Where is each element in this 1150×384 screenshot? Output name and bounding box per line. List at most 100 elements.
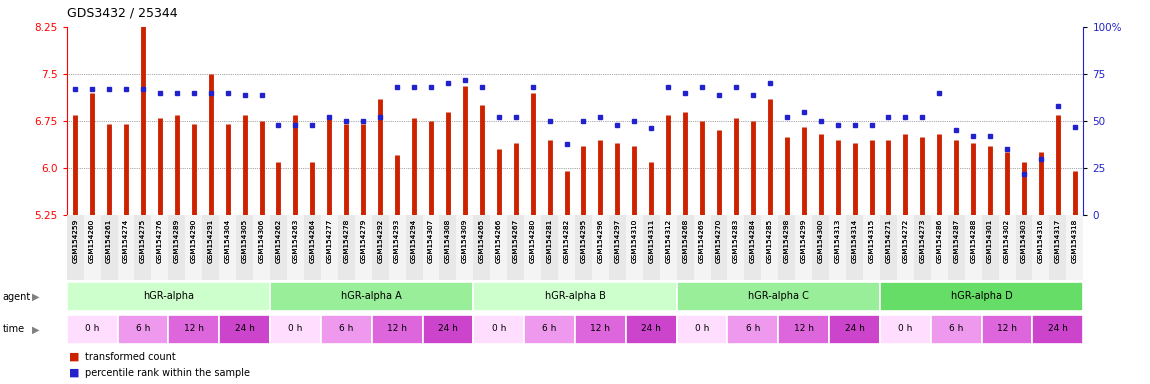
Bar <box>270 314 321 344</box>
Text: GSM154261: GSM154261 <box>106 218 112 263</box>
Text: GSM154264: GSM154264 <box>309 218 315 263</box>
Text: GSM154295: GSM154295 <box>581 218 586 263</box>
Bar <box>270 215 288 280</box>
Bar <box>1050 215 1066 280</box>
Text: GSM154304: GSM154304 <box>224 218 231 263</box>
Text: GSM154307: GSM154307 <box>428 218 434 263</box>
Bar <box>829 314 880 344</box>
Text: GSM154294: GSM154294 <box>411 218 417 263</box>
Text: GSM154266: GSM154266 <box>496 218 501 263</box>
Text: GSM154267: GSM154267 <box>513 218 519 263</box>
Text: GSM154274: GSM154274 <box>123 218 129 263</box>
Bar <box>592 215 608 280</box>
Text: GSM154292: GSM154292 <box>377 218 383 263</box>
Text: 24 h: 24 h <box>844 324 865 333</box>
Text: GSM154273: GSM154273 <box>919 218 926 263</box>
Text: 6 h: 6 h <box>745 324 760 333</box>
Text: agent: agent <box>2 291 31 302</box>
Text: GSM154287: GSM154287 <box>953 218 959 263</box>
Text: GSM154268: GSM154268 <box>682 218 688 263</box>
Bar <box>608 215 626 280</box>
Text: 12 h: 12 h <box>793 324 814 333</box>
Bar <box>389 215 406 280</box>
Text: 24 h: 24 h <box>438 324 458 333</box>
Bar <box>84 215 100 280</box>
Bar <box>422 215 439 280</box>
Text: GSM154293: GSM154293 <box>394 218 400 263</box>
Text: hGR-alpha A: hGR-alpha A <box>342 291 402 301</box>
Text: GSM154297: GSM154297 <box>614 218 620 263</box>
Text: GSM154286: GSM154286 <box>936 218 942 263</box>
Text: GSM154314: GSM154314 <box>851 218 858 263</box>
Text: GSM154313: GSM154313 <box>835 218 841 263</box>
Text: 6 h: 6 h <box>136 324 151 333</box>
Text: GSM154263: GSM154263 <box>292 218 299 263</box>
Text: 12 h: 12 h <box>184 324 204 333</box>
Text: GSM154309: GSM154309 <box>462 218 468 263</box>
Text: GSM154271: GSM154271 <box>886 218 891 263</box>
Bar <box>660 215 676 280</box>
Bar <box>168 314 220 344</box>
Bar <box>490 215 507 280</box>
Text: GSM154305: GSM154305 <box>242 218 247 263</box>
Bar <box>558 215 575 280</box>
Text: GSM154313: GSM154313 <box>835 218 841 263</box>
Text: GSM154301: GSM154301 <box>987 218 994 263</box>
Text: 0 h: 0 h <box>695 324 710 333</box>
Text: GSM154302: GSM154302 <box>1004 218 1010 263</box>
Text: GSM154295: GSM154295 <box>581 218 586 263</box>
Bar <box>253 215 270 280</box>
Text: GSM154274: GSM154274 <box>123 218 129 263</box>
Bar <box>100 215 117 280</box>
Bar <box>575 314 626 344</box>
Text: GSM154305: GSM154305 <box>242 218 247 263</box>
Text: 6 h: 6 h <box>339 324 353 333</box>
Text: GSM154288: GSM154288 <box>971 218 976 263</box>
Bar <box>474 215 490 280</box>
Bar <box>321 314 371 344</box>
Text: 0 h: 0 h <box>898 324 913 333</box>
Text: hGR-alpha D: hGR-alpha D <box>951 291 1012 301</box>
Bar <box>422 314 474 344</box>
Text: time: time <box>2 324 24 334</box>
Text: GSM154303: GSM154303 <box>1021 218 1027 263</box>
Text: GSM154267: GSM154267 <box>513 218 519 263</box>
Text: GSM154282: GSM154282 <box>564 218 569 263</box>
Bar <box>152 215 168 280</box>
Text: GSM154261: GSM154261 <box>106 218 112 263</box>
Text: GSM154269: GSM154269 <box>699 218 705 263</box>
Text: GSM154259: GSM154259 <box>72 218 78 263</box>
Bar <box>711 215 728 280</box>
Text: GSM154318: GSM154318 <box>1072 218 1078 263</box>
Bar <box>524 215 542 280</box>
Text: GSM154266: GSM154266 <box>496 218 501 263</box>
Bar <box>626 314 676 344</box>
Text: GSM154278: GSM154278 <box>343 218 350 263</box>
Text: GSM154300: GSM154300 <box>818 218 823 263</box>
Text: GSM154306: GSM154306 <box>259 218 264 263</box>
Text: GSM154315: GSM154315 <box>868 218 874 263</box>
Text: GSM154290: GSM154290 <box>191 218 197 263</box>
Text: GSM154280: GSM154280 <box>530 218 536 263</box>
Text: GSM154284: GSM154284 <box>750 218 756 263</box>
Bar <box>371 215 389 280</box>
Bar <box>117 314 168 344</box>
Bar <box>185 215 202 280</box>
Bar <box>846 215 862 280</box>
Text: 12 h: 12 h <box>997 324 1017 333</box>
Text: GSM154291: GSM154291 <box>208 218 214 263</box>
Bar <box>1033 215 1050 280</box>
Text: 6 h: 6 h <box>543 324 557 333</box>
Text: GSM154303: GSM154303 <box>1021 218 1027 263</box>
Bar <box>948 215 965 280</box>
Text: GSM154299: GSM154299 <box>800 218 807 263</box>
Text: GSM154277: GSM154277 <box>327 218 332 263</box>
Text: GSM154299: GSM154299 <box>800 218 807 263</box>
Text: GSM154308: GSM154308 <box>445 218 451 263</box>
Bar <box>965 215 982 280</box>
Bar <box>744 215 761 280</box>
Text: GSM154272: GSM154272 <box>903 218 908 263</box>
Bar <box>371 314 422 344</box>
Text: GSM154301: GSM154301 <box>987 218 994 263</box>
Text: GSM154298: GSM154298 <box>784 218 790 263</box>
